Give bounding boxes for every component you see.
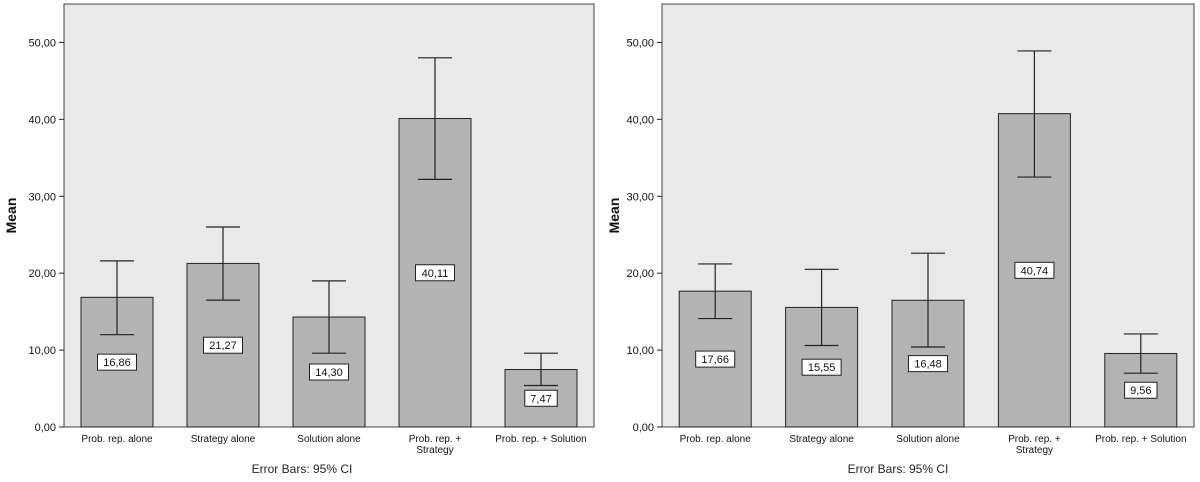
data-label: 40,74 <box>1021 265 1049 277</box>
data-label-box <box>97 353 137 371</box>
data-label-box <box>1014 261 1055 279</box>
error-bars-note: Error Bars: 95% CI <box>252 462 353 476</box>
x-tick-label: Prob. rep. + Solution <box>1095 434 1186 445</box>
data-label: 40,11 <box>422 268 449 280</box>
y-axis-title: Mean <box>3 198 19 234</box>
data-label: 14,30 <box>315 367 343 379</box>
x-tick-label: Strategy alone <box>789 434 854 445</box>
data-label: 15,55 <box>808 362 836 374</box>
chart-panel-2: 0,00 10,00 20,00 30,00 40,00 50,00 Mean 17,66 Pr… <box>606 3 1195 476</box>
chart-panel-1: 0,00 10,00 20,00 30,00 40,00 50,00 Mean 16,86 Pr… <box>3 3 595 476</box>
data-label: 9,56 <box>1130 385 1151 397</box>
x-tick-label: Solution alone <box>896 434 960 445</box>
y-axis-title: Mean <box>606 198 622 234</box>
x-tick-label: Prob. rep. + Solution <box>495 434 586 445</box>
y-tick-label: 40,00 <box>28 114 56 126</box>
data-label-box <box>1124 381 1158 399</box>
y-tick-label: 20,00 <box>626 268 654 280</box>
x-tick-label: Prob. rep. + <box>1008 434 1061 445</box>
x-tick-label: Strategy alone <box>191 434 256 445</box>
data-label-box <box>309 363 349 381</box>
data-label-box <box>524 389 558 407</box>
x-tick-label: Solution alone <box>297 434 361 445</box>
data-label: 17,66 <box>701 354 729 366</box>
y-tick-label: 50,00 <box>28 37 56 49</box>
y-tick-label: 10,00 <box>626 345 654 357</box>
y-tick-label: 10,00 <box>28 345 56 357</box>
x-tick-label: Prob. rep. + <box>409 434 462 445</box>
x-tick-label: Prob. rep. alone <box>680 434 752 445</box>
data-label-box <box>415 264 455 282</box>
data-label-box <box>908 355 948 373</box>
data-label: 16,86 <box>103 357 131 369</box>
x-tick-label: Prob. rep. alone <box>81 434 153 445</box>
y-tick-label: 40,00 <box>626 114 654 126</box>
x-tick-label: Strategy <box>1016 445 1053 456</box>
y-tick-label: 30,00 <box>28 191 56 203</box>
y-tick-label: 20,00 <box>28 268 56 280</box>
y-tick-label: 30,00 <box>626 191 654 203</box>
data-label: 16,48 <box>914 359 942 371</box>
data-label-box <box>695 350 736 368</box>
data-label: 21,27 <box>209 340 237 352</box>
y-tick-label: 0,00 <box>35 422 56 434</box>
y-tick-label: 0,00 <box>633 422 654 434</box>
y-tick-label: 50,00 <box>626 37 654 49</box>
error-bars-note: Error Bars: 95% CI <box>848 462 949 476</box>
data-label-box <box>801 358 842 376</box>
data-label: 7,47 <box>530 393 551 405</box>
x-tick-label: Strategy <box>416 445 453 456</box>
data-label-box <box>203 336 243 354</box>
